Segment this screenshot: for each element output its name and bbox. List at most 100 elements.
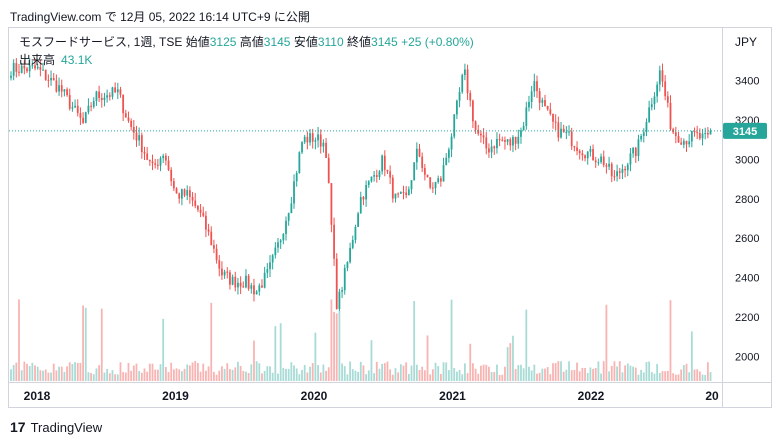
ohlc-legend: モスフードサービス, 1週, TSE 始値3125 高値3145 安値3110 … (19, 34, 474, 50)
candle-body (52, 77, 55, 81)
candle-body (138, 135, 141, 141)
candle-body (295, 173, 298, 182)
volume-bar (413, 300, 416, 381)
candle-body (648, 107, 651, 122)
time-axis-tick-label: 2021 (439, 389, 466, 403)
volume-bar (578, 371, 581, 381)
volume-bar (626, 363, 629, 381)
candle-body (60, 85, 63, 92)
candle-body (247, 275, 250, 289)
candle-body (108, 95, 111, 97)
candle-body (34, 65, 36, 69)
candle-body (626, 164, 629, 171)
candle-body (642, 132, 645, 137)
volume-bar (429, 374, 432, 381)
candle-body (439, 178, 442, 182)
open-value: 3125 (209, 35, 237, 49)
candle-body (554, 121, 557, 123)
volume-bar (415, 364, 418, 381)
candle-body (55, 80, 58, 92)
volume-bar (175, 368, 178, 381)
volume-bar (365, 374, 368, 381)
candle-body (461, 74, 464, 92)
volume-bar (447, 370, 450, 381)
volume-bar (71, 363, 74, 381)
candle-body (162, 155, 165, 159)
volume-bar (362, 365, 365, 381)
volume-bar (180, 371, 183, 381)
candle-body (541, 100, 544, 103)
candle-body (63, 89, 66, 92)
volume-bar (608, 371, 610, 381)
tradingview-logo[interactable]: 17 TradingView (10, 419, 102, 435)
candle-body (221, 268, 223, 276)
candle-body (229, 272, 231, 285)
candle-body (375, 175, 378, 177)
candle-body (82, 117, 84, 123)
candle-body (522, 125, 525, 131)
time-axis-tick-label: 20 (705, 389, 719, 403)
candle-body (42, 69, 44, 71)
volume-bar (218, 370, 221, 381)
time-axis-tick-label: 2019 (162, 389, 189, 403)
volume-bar (23, 361, 26, 381)
candle-body (354, 226, 357, 240)
candle-body (613, 176, 616, 178)
candle-body (346, 262, 349, 269)
volume-bar (210, 302, 213, 381)
candle-body (314, 140, 317, 142)
volume-bar (584, 368, 586, 381)
volume-bar (709, 372, 712, 381)
volume-bar (389, 369, 392, 381)
candle-body (383, 155, 386, 170)
candle-body (79, 113, 82, 118)
volume-bar (677, 374, 680, 381)
candle-body (445, 157, 448, 166)
candle-body (359, 196, 362, 214)
volume-bar (522, 368, 525, 381)
candle-body (301, 142, 303, 153)
volume-bar (445, 362, 448, 381)
candle-body (194, 200, 197, 206)
candle-body (464, 69, 466, 75)
volume-bar (100, 308, 103, 381)
volume-bar (221, 366, 223, 381)
volume-bar (474, 368, 477, 381)
time-axis-tick-label: 2022 (578, 389, 605, 403)
candle-body (175, 188, 178, 194)
candle-body (472, 100, 474, 122)
volume-bar (82, 305, 84, 381)
volume-bar (493, 371, 496, 381)
volume-bar (490, 372, 493, 381)
volume-bar (140, 372, 143, 381)
volume-bar (381, 363, 384, 381)
volume-bar (509, 343, 512, 381)
volume-bar (36, 366, 39, 381)
candle-body (386, 169, 389, 172)
candle-body (402, 192, 405, 194)
volume-bar (370, 340, 373, 381)
candle-body (701, 133, 704, 139)
screenshot-header: TradingView.com で 12月 05, 2022 16:14 UTC… (10, 8, 310, 25)
volume-bar (39, 370, 42, 381)
last-price-badge-label: 3145 (733, 126, 757, 138)
volume-bar (664, 371, 667, 381)
volume-bar (47, 372, 50, 381)
candle-body (485, 137, 488, 149)
candle-body (624, 168, 626, 171)
volume-bar (207, 366, 210, 381)
candle-body (127, 117, 130, 121)
volume-bar (10, 369, 12, 381)
close-value: 3145 (371, 35, 398, 49)
candle-body (429, 177, 432, 188)
volume-bar (258, 363, 261, 381)
candle-body (434, 182, 437, 189)
volume-group (10, 299, 712, 381)
candle-body (164, 155, 167, 161)
volume-bar (482, 364, 485, 381)
candle-body (357, 213, 359, 227)
candle-body (669, 102, 672, 130)
volume-bar (685, 363, 688, 381)
volume-bar (624, 365, 626, 381)
